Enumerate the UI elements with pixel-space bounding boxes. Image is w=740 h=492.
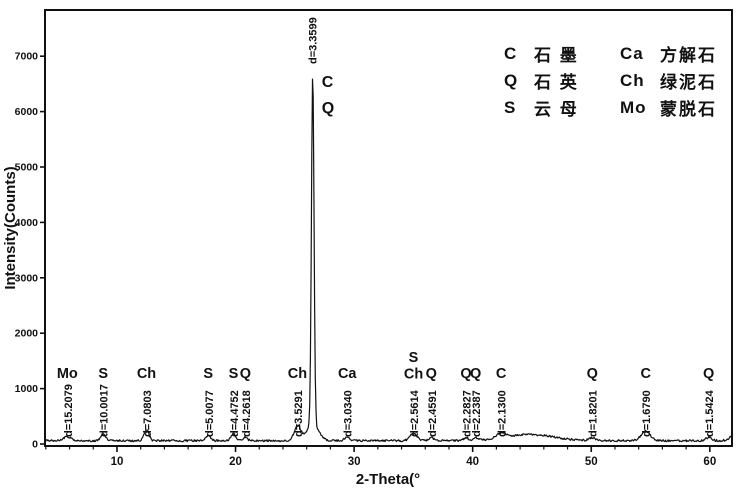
legend-symbol: C [504, 43, 518, 63]
peak-mineral-label: C [322, 74, 334, 91]
peak-d-label: d=15.2079 [63, 384, 75, 437]
x-tick-label: 40 [466, 456, 479, 468]
peak-d-label: d=2.2387 [471, 390, 483, 437]
peak-mineral-label: Mo [57, 366, 78, 382]
y-axis-title: Intensity(Counts) [2, 166, 19, 289]
peak-d-label: d=7.0803 [142, 390, 154, 437]
peak-mineral-label: Q [587, 366, 598, 382]
peak-mineral-label: S [203, 366, 213, 382]
peak-mineral-label: Ch [288, 366, 307, 382]
axis-tick-labels: 10 20 30 40 50 60 0 1000 2000 3000 4000 5000 6000 700… [15, 51, 717, 468]
xrd-trace [44, 78, 733, 443]
axis-ticks [40, 55, 711, 452]
peak-mineral-label: S [229, 366, 239, 382]
peak-mineral-label: Ch [404, 367, 423, 383]
peak-mineral-label: Q [240, 366, 251, 382]
legend-name: 绿泥石 [660, 73, 717, 92]
y-tick-label: 2000 [15, 328, 39, 340]
peak-d-label: d=1.8201 [588, 390, 600, 437]
peak-d-label: d=4.4752 [229, 390, 241, 437]
x-tick-label: 50 [585, 456, 598, 468]
plot-frame [44, 9, 733, 447]
y-tick-label: 5000 [15, 162, 39, 174]
peak-d-label: d=3.3599 [308, 17, 320, 64]
peak-mineral-label: C [496, 366, 507, 382]
legend-name: 方解石 [660, 46, 717, 65]
peak-d-label: d=10.0017 [99, 384, 111, 437]
peak-labels: d=15.2079 Mo d=10.0017 Sd=7.0803 Ch d=5.0077 S… [57, 17, 716, 437]
x-tick-label: 30 [348, 456, 361, 468]
peak-d-label: d=2.1300 [497, 390, 509, 437]
peak-d-label: d=1.6790 [641, 390, 653, 437]
legend-symbol: Ca [620, 43, 644, 63]
y-tick-label: 0 [32, 439, 38, 451]
peak-mineral-label: S [98, 366, 108, 382]
peak-mineral-label: Q [703, 366, 714, 382]
y-tick-label: 7000 [15, 51, 39, 63]
peak-mineral-label: Ch [137, 366, 156, 382]
peak-d-label: d=2.2827 [462, 390, 474, 437]
x-tick-label: 60 [703, 456, 716, 468]
x-tick-label: 10 [111, 456, 124, 468]
y-tick-label: 3000 [15, 272, 39, 284]
legend-symbol: S [504, 97, 517, 117]
legend-name: 石 墨 [534, 46, 579, 65]
legend-name: 蒙脱石 [660, 100, 717, 119]
peak-d-label: d=4.2618 [241, 390, 253, 437]
peak-d-label: d=5.0077 [204, 390, 216, 437]
mineral-legend: C 石 墨 Ca 方解石 Q 石 英 Ch 绿泥石 S 云 母 Mo 蒙脱石 [504, 40, 740, 121]
y-tick-label: 4000 [15, 217, 39, 229]
legend-symbol: Q [504, 70, 519, 90]
legend-name: 云 母 [534, 100, 579, 119]
peak-mineral-label: Ca [338, 366, 357, 382]
peak-mineral-label: Q [470, 366, 481, 382]
peak-d-label: d=2.5614 [409, 389, 421, 437]
legend-name: 石 英 [534, 73, 579, 92]
y-tick-label: 6000 [15, 106, 39, 118]
peak-mineral-label: Q [460, 366, 471, 382]
x-axis-title: 2-Theta(° [356, 471, 420, 488]
peak-mineral-label: C [640, 366, 651, 382]
legend-symbol: Mo [620, 97, 647, 117]
peak-mineral-label: Q [322, 100, 334, 117]
diffraction-trace [44, 78, 733, 443]
peak-d-label: d=3.0340 [343, 390, 355, 437]
peak-d-label: d=1.5424 [704, 389, 716, 437]
peak-d-label: d=3.5291 [293, 390, 305, 437]
y-tick-label: 1000 [15, 383, 39, 395]
peak-mineral-label: S [409, 350, 419, 366]
legend-symbol: Ch [620, 70, 645, 90]
peak-d-label: d=2.4591 [427, 390, 439, 437]
x-tick-label: 20 [229, 456, 242, 468]
peak-mineral-label: Q [426, 366, 437, 382]
